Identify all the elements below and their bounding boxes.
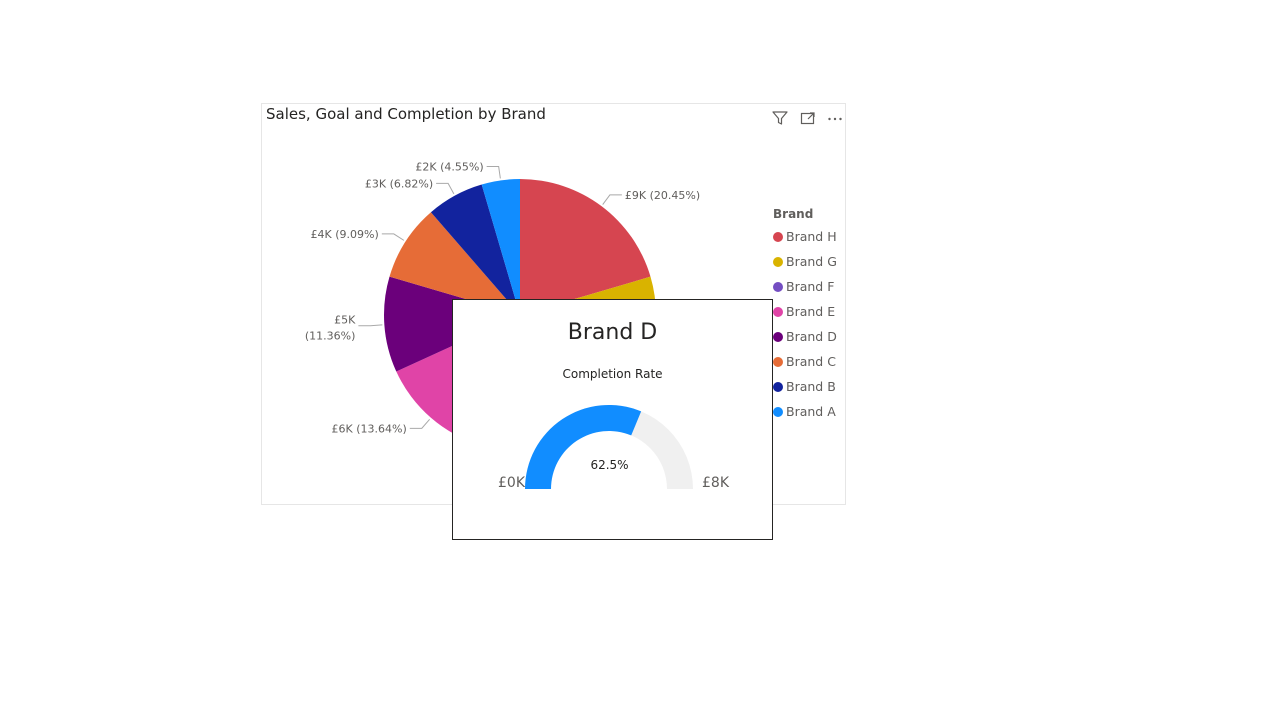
focus-mode-icon[interactable] (799, 109, 817, 127)
legend-item[interactable]: Brand A (773, 399, 837, 424)
tooltip-title: Brand D (567, 320, 658, 345)
legend-item[interactable]: Brand F (773, 274, 837, 299)
legend-marker (773, 256, 783, 267)
legend-marker (773, 406, 783, 417)
legend-marker (773, 231, 783, 242)
data-label: £2K (4.55%) (415, 161, 483, 174)
more-options-icon[interactable] (826, 109, 844, 127)
visual-title: Sales, Goal and Completion by Brand (266, 105, 546, 123)
pie-slice[interactable] (481, 179, 520, 315)
gauge-max-label: £8K (702, 475, 729, 491)
pie-slice[interactable] (520, 179, 651, 315)
legend: Brand Brand H Brand G Brand F Brand E Brand … (773, 207, 837, 424)
data-label-leader (602, 194, 622, 205)
data-label: £6K (13.64%) (332, 422, 407, 435)
legend-marker (773, 381, 783, 392)
data-label-leader (409, 418, 431, 429)
legend-label: Brand D (786, 329, 837, 344)
gauge-fill (525, 405, 642, 489)
data-label: £3K (6.82%) (365, 177, 433, 190)
legend-title: Brand (773, 207, 814, 221)
filter-icon[interactable] (771, 109, 789, 127)
legend-item[interactable]: Brand E (773, 299, 837, 324)
pie-slice[interactable] (430, 184, 520, 315)
legend-label: Brand G (786, 254, 837, 269)
legend-label: Brand A (786, 404, 836, 419)
legend-marker (773, 281, 783, 292)
data-label-leader (486, 166, 501, 179)
legend-label: Brand C (786, 354, 836, 369)
legend-label: Brand H (786, 229, 837, 244)
data-label: £9K (20.45%) (625, 189, 700, 202)
gauge-value-label: 62.5% (590, 458, 629, 472)
data-label: £5K (11.36%) (305, 314, 356, 343)
data-label-leader (381, 233, 405, 241)
legend-item[interactable]: Brand G (773, 249, 837, 274)
legend-marker (773, 306, 783, 317)
tooltip-card: Brand D Completion Rate 62.5% £0K £8K (452, 299, 773, 540)
gauge-min-label: £0K (498, 475, 525, 491)
legend-marker (773, 356, 783, 367)
legend-label: Brand B (786, 379, 836, 394)
legend-item[interactable]: Brand C (773, 349, 837, 374)
legend-marker (773, 331, 783, 342)
data-label-leader (436, 182, 455, 195)
pie-slice[interactable] (389, 212, 520, 315)
data-label-leader (358, 324, 383, 327)
legend-label: Brand F (786, 279, 835, 294)
legend-item[interactable]: Brand D (773, 324, 837, 349)
legend-label: Brand E (786, 304, 836, 319)
data-label: £4K (9.09%) (311, 228, 379, 241)
gauge-chart (525, 405, 693, 489)
legend-item[interactable]: Brand H (773, 224, 837, 249)
gauge-subtitle: Completion Rate (562, 367, 663, 381)
legend-item[interactable]: Brand B (773, 374, 837, 399)
